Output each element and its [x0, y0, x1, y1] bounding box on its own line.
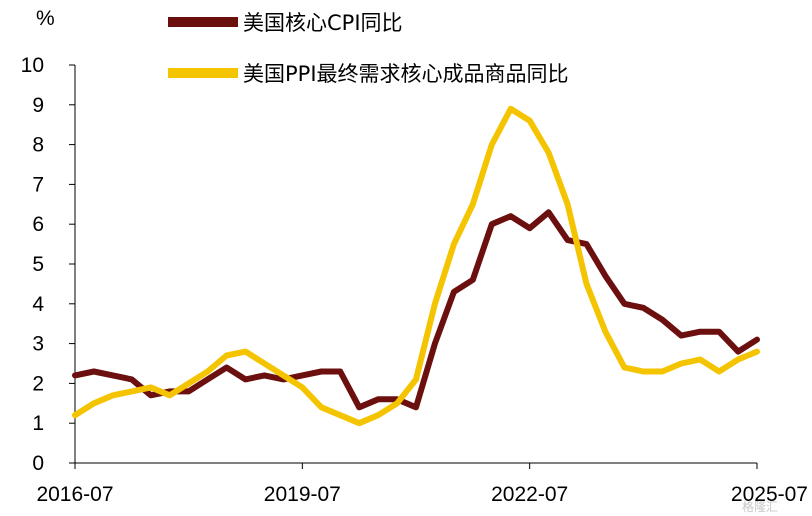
y-tick-label: 9 — [32, 94, 44, 117]
y-tick-label: 10 — [21, 54, 44, 77]
y-tick-label: 8 — [32, 134, 44, 157]
y-tick-labels: 0 1 2 3 4 5 6 7 8 9 10 — [21, 54, 45, 475]
y-tick-label: 4 — [32, 293, 44, 316]
y-tick-label: 3 — [32, 333, 44, 356]
series-line-2 — [72, 105, 760, 427]
series-line-1 — [72, 209, 760, 411]
y-tick-label: 7 — [32, 173, 44, 196]
axes — [69, 64, 758, 469]
x-tick-label: 2025-07 — [731, 483, 808, 506]
legend-label-2: 美国PPI最终需求核心成品商品同比 — [243, 62, 569, 86]
series-layer — [72, 105, 760, 427]
y-tick-label: 0 — [32, 452, 44, 475]
legend-label-1: 美国核心CPI同比 — [243, 11, 403, 35]
watermark: 格隆汇 — [742, 499, 778, 514]
y-unit-label: % — [36, 7, 55, 30]
x-tick-label: 2019-07 — [264, 483, 341, 506]
x-tick-label: 2022-07 — [491, 483, 568, 506]
y-tick-label: 1 — [32, 412, 44, 435]
y-tick-label: 6 — [32, 213, 44, 236]
y-tick-label: 5 — [32, 253, 44, 276]
x-tick-labels: 2016-07 2019-07 2022-07 2025-07 — [36, 483, 808, 506]
x-tick-label: 2016-07 — [36, 483, 113, 506]
y-tick-label: 2 — [32, 372, 44, 395]
